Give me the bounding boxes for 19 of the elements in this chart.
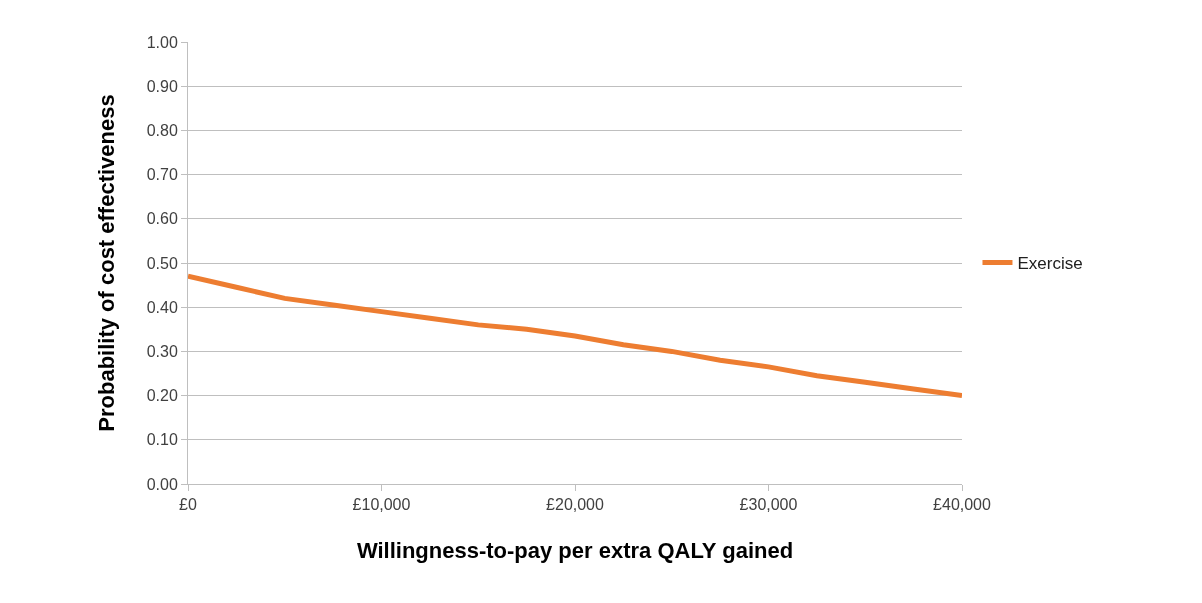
y-axis-title: Probability of cost effectiveness bbox=[94, 94, 120, 432]
y-tick-label: 0.70 bbox=[146, 166, 178, 184]
y-tick-label: 0.60 bbox=[146, 210, 178, 228]
y-tick-label: 0.00 bbox=[146, 475, 178, 493]
y-tick-label: 0.10 bbox=[146, 431, 178, 449]
y-tick-label: 1.00 bbox=[146, 33, 178, 51]
y-tick-label: 0.40 bbox=[146, 298, 178, 316]
y-tick-label: 0.20 bbox=[146, 387, 178, 405]
y-tick-label: 0.50 bbox=[146, 254, 178, 272]
x-axis-title: Willingness-to-pay per extra QALY gained bbox=[356, 538, 794, 564]
y-tick-label: 0.90 bbox=[146, 77, 178, 95]
x-tick-label: £10,000 bbox=[352, 496, 411, 514]
x-tick-label: £30,000 bbox=[739, 496, 798, 514]
x-tick-label: £0 bbox=[179, 496, 197, 514]
legend-label: Exercise bbox=[1017, 254, 1083, 274]
x-tick-label: £40,000 bbox=[933, 496, 992, 514]
y-tick-label: 0.30 bbox=[146, 343, 178, 360]
y-tick-label: 0.80 bbox=[146, 122, 178, 139]
x-tick-label: £20,000 bbox=[546, 496, 605, 514]
